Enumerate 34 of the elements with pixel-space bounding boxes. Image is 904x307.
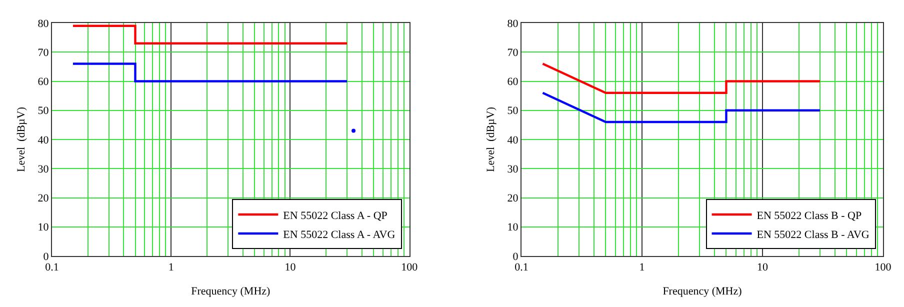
x-tick-label: 10 bbox=[757, 261, 769, 274]
y-tick-label: 10 bbox=[38, 222, 50, 234]
y-tick-label: 50 bbox=[38, 105, 50, 118]
y-tick-label: 0 bbox=[512, 250, 519, 263]
x-tick-label: 100 bbox=[401, 261, 418, 274]
x-tick-label: 100 bbox=[874, 261, 892, 274]
legend-label: EN 55022 Class A - AVG bbox=[283, 228, 396, 241]
y-tick-label: 20 bbox=[507, 192, 519, 205]
y-tick-label: 70 bbox=[507, 46, 519, 59]
y-tick-label: 70 bbox=[38, 46, 50, 59]
x-tick-label: 10 bbox=[284, 261, 296, 274]
x-axis-title: Frequency (MHz) bbox=[191, 286, 271, 298]
y-tick-label: 50 bbox=[507, 105, 519, 118]
y-tick-label: 30 bbox=[38, 163, 50, 176]
y-tick-label: 80 bbox=[507, 18, 519, 30]
x-tick-label: 0.1 bbox=[45, 261, 59, 274]
x-tick-label: 0.1 bbox=[514, 261, 528, 274]
legend-label: EN 55022 Class B - AVG bbox=[756, 228, 870, 241]
x-tick-label: 1 bbox=[639, 261, 645, 274]
x-tick-label: 1 bbox=[168, 261, 174, 274]
y-tick-label: 60 bbox=[38, 76, 50, 88]
legend-label: EN 55022 Class A - QP bbox=[283, 210, 388, 222]
x-axis-title: Frequency (MHz) bbox=[662, 286, 742, 298]
y-tick-label: 0 bbox=[43, 250, 50, 263]
y-tick-label: 40 bbox=[38, 134, 50, 146]
legend-label: EN 55022 Class B - QP bbox=[756, 210, 862, 222]
y-tick-label: 80 bbox=[38, 18, 50, 30]
y-tick-label: 10 bbox=[507, 222, 519, 234]
y-tick-label: 60 bbox=[507, 76, 519, 88]
y-axis-title: Level (dBµV) bbox=[484, 106, 497, 172]
y-axis-title: Level (dBµV) bbox=[15, 106, 28, 172]
y-tick-label: 40 bbox=[507, 134, 519, 146]
y-tick-label: 30 bbox=[507, 163, 519, 176]
y-tick-label: 20 bbox=[38, 192, 50, 205]
